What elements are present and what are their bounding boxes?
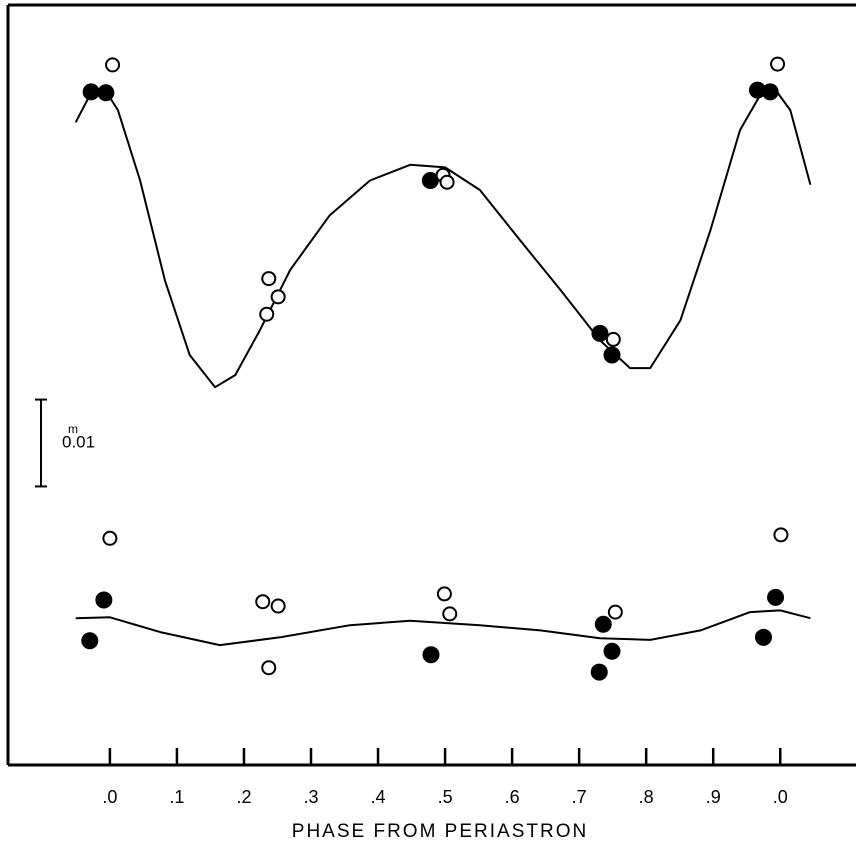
open-point <box>442 606 458 622</box>
x-tick-label: .4 <box>371 787 386 807</box>
open-point <box>105 57 121 73</box>
open-point <box>270 289 286 305</box>
open-point <box>436 586 452 602</box>
x-tick-label: .2 <box>236 787 251 807</box>
x-tick-label: .9 <box>706 787 721 807</box>
open-point <box>255 594 271 610</box>
x-axis-label: PHASE FROM PERIASTRON <box>292 821 588 842</box>
filled-point <box>95 591 113 609</box>
open-point <box>259 306 275 322</box>
open-point <box>102 530 118 546</box>
open-point <box>605 331 621 347</box>
x-tick-label: .6 <box>505 787 520 807</box>
x-tick-label: .5 <box>438 787 453 807</box>
x-tick-label: .1 <box>169 787 184 807</box>
scale-bar-label: 0.01 <box>62 432 95 451</box>
x-tick-label: .0 <box>102 787 117 807</box>
fit-curve <box>74 89 812 389</box>
x-tick-label: .7 <box>572 787 587 807</box>
open-point <box>770 56 786 72</box>
x-tick-label: .3 <box>303 787 318 807</box>
filled-point <box>81 632 99 650</box>
scale-bar-unit: m <box>68 422 78 436</box>
open-point <box>607 604 623 620</box>
open-point <box>439 174 455 190</box>
open-point <box>261 660 277 676</box>
open-point <box>773 527 789 543</box>
filled-point <box>97 84 115 102</box>
filled-point <box>594 615 612 633</box>
filled-point <box>603 346 621 364</box>
x-tick-label: .0 <box>773 787 788 807</box>
filled-point <box>82 83 100 101</box>
filled-point <box>603 642 621 660</box>
open-point <box>270 598 286 614</box>
filled-point <box>590 663 608 681</box>
filled-point <box>422 646 440 664</box>
fit-curve <box>75 609 811 647</box>
filled-point <box>761 83 779 101</box>
open-point <box>261 271 277 287</box>
filled-point <box>591 324 609 342</box>
x-tick-label: .8 <box>639 787 654 807</box>
filled-point <box>767 588 785 606</box>
filled-point <box>754 628 772 646</box>
